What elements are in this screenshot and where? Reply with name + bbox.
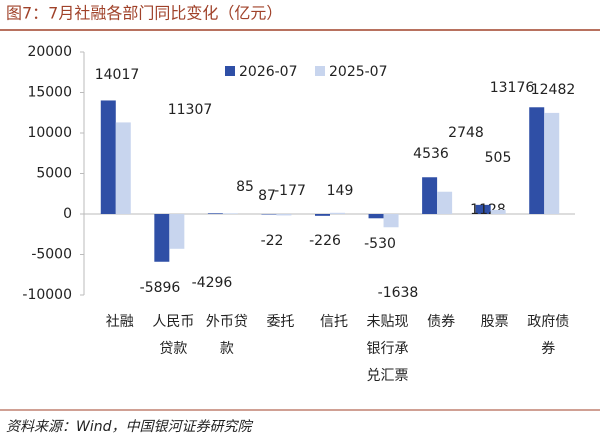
x-tick-label: 股票 — [481, 314, 509, 330]
value-label: -5896 — [140, 280, 181, 296]
bar — [383, 214, 399, 228]
x-tick-label: 人民币贷款 — [152, 314, 194, 357]
bar — [261, 214, 277, 215]
bar — [437, 191, 453, 214]
value-label: -4296 — [192, 275, 233, 291]
value-label: 12482 — [531, 82, 576, 98]
y-tick-label: 0 — [63, 206, 72, 222]
bar — [115, 122, 131, 214]
bar — [207, 213, 223, 214]
value-label: -226 — [309, 233, 341, 249]
source: 资料来源：Wind，中国银河证券研究院 — [6, 419, 253, 435]
bar — [315, 214, 330, 216]
y-tick-label: -5000 — [31, 247, 72, 263]
legend-label: 2026-07 — [239, 64, 298, 80]
value-label: 505 — [485, 150, 512, 166]
y-tick-label: 10000 — [27, 125, 72, 141]
bar — [422, 177, 438, 214]
value-label: 11307 — [168, 102, 213, 118]
y-tick-label: -10000 — [22, 287, 72, 303]
bar — [529, 107, 545, 214]
x-tick-label: 社融 — [106, 314, 134, 330]
value-label: 149 — [327, 183, 354, 199]
value-label: 85 — [236, 179, 254, 195]
x-tick-label: 信托 — [320, 314, 348, 330]
bar — [475, 204, 491, 214]
legend-label: 2025-07 — [329, 64, 388, 80]
y-tick-label: 20000 — [27, 44, 72, 60]
bar — [544, 112, 560, 214]
value-label: 13176 — [490, 80, 535, 96]
y-tick-label: 5000 — [36, 166, 72, 182]
value-label: -1638 — [378, 285, 419, 301]
bar — [169, 214, 185, 249]
bar — [154, 214, 170, 262]
y-tick-label: 15000 — [27, 85, 72, 101]
value-label: 87 — [258, 188, 276, 204]
value-label: 2748 — [448, 125, 484, 141]
legend-swatch — [225, 66, 235, 76]
bar — [330, 212, 345, 214]
bar — [276, 214, 292, 216]
x-tick-label: 债券 — [427, 314, 455, 330]
bar — [100, 100, 116, 214]
value-label: -22 — [261, 233, 284, 249]
bar — [368, 214, 384, 219]
x-tick-label: 外币贷款 — [206, 314, 248, 357]
value-label: 4536 — [413, 146, 449, 162]
bar — [490, 209, 506, 214]
x-tick-label: 政府债券 — [527, 314, 569, 357]
value-label: 14017 — [95, 67, 140, 83]
x-tick-label: 未贴现银行承兑汇票 — [367, 314, 409, 384]
chart-title: 图7：7月社融各部门同比变化（亿元） — [6, 4, 282, 23]
bar — [222, 213, 238, 214]
x-tick-label: 委托 — [266, 314, 294, 330]
value-label: -530 — [364, 236, 396, 252]
value-label: -177 — [274, 183, 306, 199]
legend-swatch — [315, 66, 325, 76]
